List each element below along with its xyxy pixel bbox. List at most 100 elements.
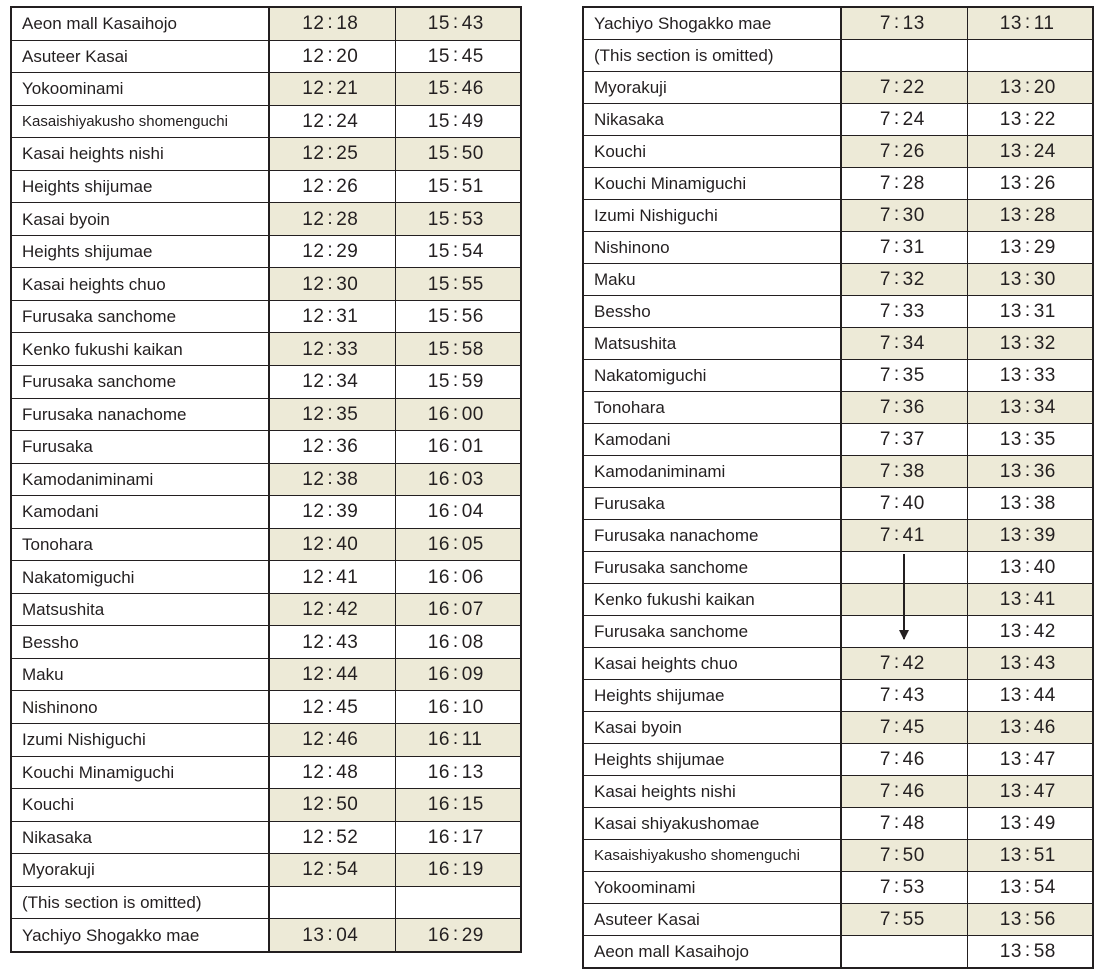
stop-name: Nakatomiguchi [583, 360, 841, 392]
stop-name: Kenko fukushi kaikan [583, 584, 841, 616]
time-cell: 12:39 [269, 496, 395, 529]
stop-name: Furusaka sanchome [11, 300, 269, 333]
time-cell: 7:26 [841, 136, 967, 168]
stop-name: Aeon mall Kasaihojo [583, 936, 841, 969]
time-cell: 13:31 [967, 296, 1093, 328]
table-row: Kenko fukushi kaikan 13:41 [583, 584, 1093, 616]
time-cell: 13:42 [967, 616, 1093, 648]
stop-name: (This section is omitted) [11, 886, 269, 919]
time-cell [841, 936, 967, 969]
time-cell: 12:26 [269, 170, 395, 203]
time-cell: 7:43 [841, 680, 967, 712]
time-cell: 13:29 [967, 232, 1093, 264]
time-cell: 7:34 [841, 328, 967, 360]
table-row: Heights shijumae7:4313:44 [583, 680, 1093, 712]
stop-name: Izumi Nishiguchi [11, 724, 269, 757]
stop-name: Kasai shiyakushomae [583, 808, 841, 840]
table-row: Nishinono7:3113:29 [583, 232, 1093, 264]
time-cell [841, 40, 967, 72]
table-row: Kasai heights nishi7:4613:47 [583, 776, 1093, 808]
table-row: Kouchi Minamiguchi12:4816:13 [11, 756, 521, 789]
table-row: Nakatomiguchi7:3513:33 [583, 360, 1093, 392]
table-row: Kenko fukushi kaikan12:3315:58 [11, 333, 521, 366]
time-cell: 15:53 [395, 203, 521, 236]
time-cell [967, 40, 1093, 72]
time-cell: 12:40 [269, 528, 395, 561]
time-cell: 13:51 [967, 840, 1093, 872]
time-cell: 16:15 [395, 789, 521, 822]
time-cell: 15:43 [395, 7, 521, 40]
stop-name: Aeon mall Kasaihojo [11, 7, 269, 40]
stop-name: Yachiyo Shogakko mae [11, 919, 269, 952]
time-cell: 16:13 [395, 756, 521, 789]
table-row: Izumi Nishiguchi7:3013:28 [583, 200, 1093, 232]
time-cell: 13:11 [967, 7, 1093, 40]
table-row: Furusaka nanachome7:4113:39 [583, 520, 1093, 552]
time-cell: 12:42 [269, 593, 395, 626]
table-row: Kasai heights chuo7:4213:43 [583, 648, 1093, 680]
stop-name: Nikasaka [11, 821, 269, 854]
stop-name: Asuteer Kasai [583, 904, 841, 936]
table-row: Kasaishiyakusho shomenguchi7:5013:51 [583, 840, 1093, 872]
stop-name: Matsushita [11, 593, 269, 626]
stop-name: Kasai byoin [583, 712, 841, 744]
table-row: Tonohara12:4016:05 [11, 528, 521, 561]
time-cell: 16:29 [395, 919, 521, 952]
time-cell: 15:56 [395, 300, 521, 333]
table-row: Kasai byoin7:4513:46 [583, 712, 1093, 744]
time-cell: 13:24 [967, 136, 1093, 168]
time-cell: 13:28 [967, 200, 1093, 232]
time-cell: 16:04 [395, 496, 521, 529]
time-cell: 13:32 [967, 328, 1093, 360]
stop-name: Tonohara [11, 528, 269, 561]
stop-name: Furusaka sanchome [583, 616, 841, 648]
stop-name: Yachiyo Shogakko mae [583, 7, 841, 40]
stop-name: Bessho [583, 296, 841, 328]
table-row: Bessho12:4316:08 [11, 626, 521, 659]
stop-name: Furusaka nanachome [583, 520, 841, 552]
time-cell: 7:42 [841, 648, 967, 680]
stop-name: Tonohara [583, 392, 841, 424]
table-row: Furusaka nanachome12:3516:00 [11, 398, 521, 431]
table-row: Heights shijumae12:2615:51 [11, 170, 521, 203]
time-cell: 15:54 [395, 235, 521, 268]
time-cell: 7:53 [841, 872, 967, 904]
time-cell: 15:59 [395, 366, 521, 399]
table-row: Yachiyo Shogakko mae7:1313:11 [583, 7, 1093, 40]
time-cell: 13:56 [967, 904, 1093, 936]
table-row: Aeon mall Kasaihojo12:1815:43 [11, 7, 521, 40]
stop-name: Furusaka [583, 488, 841, 520]
time-cell: 12:50 [269, 789, 395, 822]
time-cell: 13:30 [967, 264, 1093, 296]
table-row: Kamodaniminami7:3813:36 [583, 456, 1093, 488]
table-row: Nishinono12:4516:10 [11, 691, 521, 724]
stop-name: Nishinono [11, 691, 269, 724]
table-row: Furusaka sanchome13:40 [583, 552, 1093, 584]
time-cell: 12:25 [269, 138, 395, 171]
time-cell: 12:18 [269, 7, 395, 40]
time-cell: 12:52 [269, 821, 395, 854]
time-cell: 13:46 [967, 712, 1093, 744]
time-cell: 16:10 [395, 691, 521, 724]
time-cell: 16:00 [395, 398, 521, 431]
time-cell [841, 552, 967, 584]
time-cell: 13:41 [967, 584, 1093, 616]
stop-name: Kamodani [583, 424, 841, 456]
table-row: Kouchi Minamiguchi7:2813:26 [583, 168, 1093, 200]
table-row: Maku12:4416:09 [11, 658, 521, 691]
time-cell: 12:38 [269, 463, 395, 496]
table-row: Kamodani7:3713:35 [583, 424, 1093, 456]
stop-name: Kasai heights nishi [583, 776, 841, 808]
time-cell: 7:48 [841, 808, 967, 840]
table-row: Yokoominami7:5313:54 [583, 872, 1093, 904]
stop-name: Myorakuji [11, 854, 269, 887]
table-row: Myorakuji12:5416:19 [11, 854, 521, 887]
table-row: Kasai heights chuo12:3015:55 [11, 268, 521, 301]
table-row: Kamodani12:3916:04 [11, 496, 521, 529]
stop-name: Asuteer Kasai [11, 40, 269, 73]
stop-name: Heights shijumae [11, 235, 269, 268]
time-cell: 13:26 [967, 168, 1093, 200]
stop-name: Kouchi Minamiguchi [11, 756, 269, 789]
time-cell: 12:24 [269, 105, 395, 138]
time-cell: 13:54 [967, 872, 1093, 904]
